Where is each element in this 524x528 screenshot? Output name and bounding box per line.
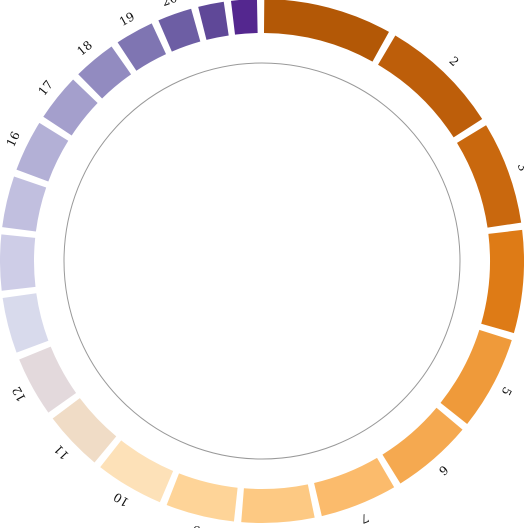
segment-label-6: 6 bbox=[436, 463, 451, 479]
segment-17 bbox=[43, 79, 98, 136]
segment-label-11: 11 bbox=[51, 442, 72, 463]
segment-label-10: 10 bbox=[111, 490, 131, 510]
segment-20 bbox=[158, 8, 201, 52]
segment-11 bbox=[52, 398, 117, 463]
segment-label-20: 20 bbox=[160, 0, 179, 9]
segment-2 bbox=[378, 35, 483, 138]
segment-22 bbox=[230, 0, 258, 35]
segment-label-12: 12 bbox=[9, 384, 29, 404]
segment-14 bbox=[0, 234, 36, 291]
segment-label-13: 13 bbox=[0, 320, 2, 338]
segment-9 bbox=[166, 473, 238, 522]
segment-label-2: 2 bbox=[446, 54, 461, 69]
segment-label-19: 19 bbox=[117, 9, 137, 29]
segment-label-5: 5 bbox=[499, 384, 515, 397]
segment-6 bbox=[382, 407, 463, 484]
segment-12 bbox=[19, 346, 77, 413]
segment-21 bbox=[198, 1, 229, 40]
segment-16 bbox=[16, 122, 69, 182]
segment-18 bbox=[78, 46, 132, 99]
inner-track-circle bbox=[63, 62, 461, 460]
segment-label-16: 16 bbox=[4, 129, 23, 149]
segment-5 bbox=[440, 329, 512, 424]
segment-3 bbox=[456, 125, 522, 228]
segment-label-1: 1 bbox=[327, 0, 338, 1]
segment-8 bbox=[241, 484, 315, 523]
segment-label-17: 17 bbox=[35, 78, 55, 99]
segment-7 bbox=[314, 457, 395, 517]
segment-label-15: 15 bbox=[0, 189, 1, 207]
segment-label-7: 7 bbox=[358, 510, 370, 526]
segment-label-9: 9 bbox=[191, 522, 202, 528]
segment-13 bbox=[2, 293, 49, 353]
segment-4 bbox=[481, 229, 524, 334]
segment-10 bbox=[100, 440, 174, 503]
segment-label-3: 3 bbox=[515, 161, 524, 173]
segment-label-18: 18 bbox=[74, 38, 95, 59]
segment-19 bbox=[117, 23, 167, 71]
segment-1 bbox=[263, 0, 389, 62]
segment-15 bbox=[2, 176, 47, 232]
